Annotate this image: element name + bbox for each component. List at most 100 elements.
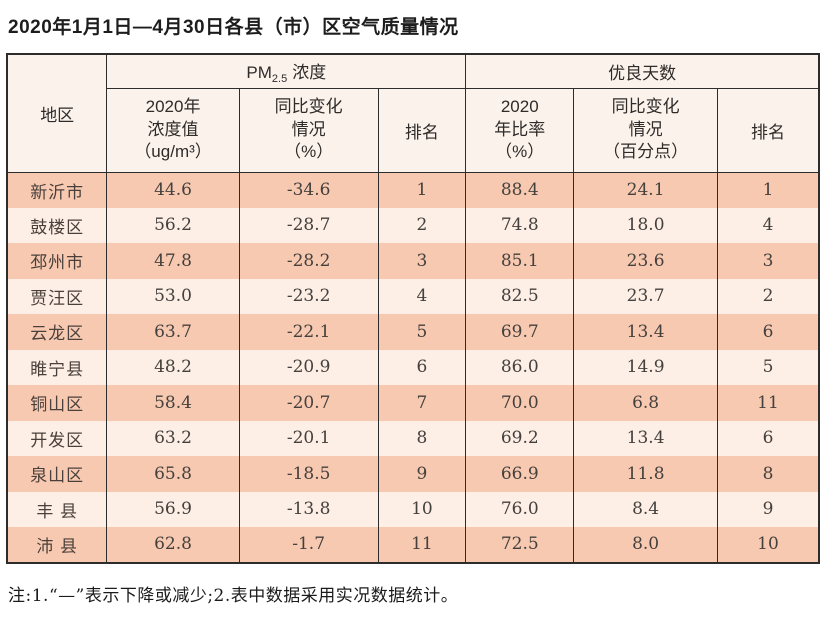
region-cell: 睢宁县 [6,349,108,385]
pm-change-cell: -23.2 [238,278,379,314]
pm-change-cell: -28.7 [238,207,379,243]
table-body: 新沂市 44.6 -34.6 1 88.4 24.1 1 鼓楼区 56.2 -2… [6,172,820,563]
pm-change-cell: -18.5 [238,456,379,492]
header-pm-change: 同比变化 情况 （%） [238,88,379,173]
pm-value-cell: 44.6 [106,172,240,208]
region-cell: 新沂市 [6,172,108,208]
pm-rank-cell: 4 [377,278,467,314]
pm-value-cell: 48.2 [106,349,240,385]
pm-value-cell: 58.4 [106,385,240,421]
air-quality-table: 地区 PM2.5 浓度 优良天数 2020年 浓度值 （ug/m³） 同比变化 情… [6,53,820,564]
table-row: 鼓楼区 56.2 -28.7 2 74.8 18.0 4 [6,207,820,243]
pm-rank-cell: 1 [377,172,467,208]
ratio-change-cell: 8.4 [573,491,718,527]
pm-change-cell: -20.7 [238,385,379,421]
header-ratio-rank: 排名 [716,88,820,173]
ratio-cell: 70.0 [465,385,575,421]
pm-value-cell: 63.7 [106,314,240,350]
region-cell: 贾汪区 [6,278,108,314]
pm-value-cell: 62.8 [106,527,240,563]
pm-rank-cell: 7 [377,385,467,421]
table-row: 丰 县 56.9 -13.8 10 76.0 8.4 9 [6,491,820,527]
ratio-rank-cell: 5 [716,349,820,385]
pm-value-cell: 56.2 [106,207,240,243]
ratio-change-cell: 14.9 [573,349,718,385]
region-cell: 泉山区 [6,456,108,492]
ratio-change-cell: 13.4 [573,420,718,456]
ratio-change-cell: 6.8 [573,385,718,421]
pm-rank-cell: 2 [377,207,467,243]
table-row: 邳州市 47.8 -28.2 3 85.1 23.6 3 [6,243,820,279]
header-region: 地区 [6,54,108,173]
ratio-change-cell: 11.8 [573,456,718,492]
ratio-rank-cell: 8 [716,456,820,492]
pm25-label-prefix: PM [246,62,272,82]
pm-value-cell: 65.8 [106,456,240,492]
ratio-change-cell: 24.1 [573,172,718,208]
ratio-change-cell: 13.4 [573,314,718,350]
pm-rank-cell: 10 [377,491,467,527]
ratio-change-cell: 18.0 [573,207,718,243]
footnote: 注:1.“—”表示下降或减少;2.表中数据采用实况数据统计。 [8,585,459,606]
pm-change-cell: -20.1 [238,420,379,456]
ratio-change-cell: 8.0 [573,527,718,563]
ratio-change-cell: 23.7 [573,278,718,314]
pm-rank-cell: 9 [377,456,467,492]
ratio-cell: 85.1 [465,243,575,279]
table-header: 地区 PM2.5 浓度 优良天数 2020年 浓度值 （ug/m³） 同比变化 情… [6,54,820,173]
header-ratio-change: 同比变化 情况 （百分点） [573,88,718,173]
table-row: 贾汪区 53.0 -23.2 4 82.5 23.7 2 [6,278,820,314]
region-cell: 云龙区 [6,314,108,350]
pm-change-cell: -34.6 [238,172,379,208]
ratio-cell: 74.8 [465,207,575,243]
ratio-rank-cell: 1 [716,172,820,208]
ratio-cell: 66.9 [465,456,575,492]
ratio-rank-cell: 11 [716,385,820,421]
ratio-rank-cell: 9 [716,491,820,527]
pm-value-cell: 56.9 [106,491,240,527]
ratio-rank-cell: 6 [716,314,820,350]
pm-rank-cell: 6 [377,349,467,385]
pm-change-cell: -1.7 [238,527,379,563]
region-cell: 开发区 [6,420,108,456]
table-row: 新沂市 44.6 -34.6 1 88.4 24.1 1 [6,172,820,208]
header-pm-rank: 排名 [377,88,467,173]
pm-change-cell: -20.9 [238,349,379,385]
page-title: 2020年1月1日—4月30日各县（市）区空气质量情况 [8,17,459,38]
table-row: 沛 县 62.8 -1.7 11 72.5 8.0 10 [6,527,820,563]
ratio-rank-cell: 2 [716,278,820,314]
pm-rank-cell: 5 [377,314,467,350]
header-ratio: 2020 年比率 （%） [465,88,575,173]
ratio-cell: 72.5 [465,527,575,563]
ratio-rank-cell: 4 [716,207,820,243]
pm-value-cell: 47.8 [106,243,240,279]
pm25-label-subscript: 2.5 [271,72,288,85]
pm25-label-suffix: 浓度 [292,62,327,82]
ratio-cell: 86.0 [465,349,575,385]
header-group-row: 地区 PM2.5 浓度 优良天数 [6,54,820,173]
table-row: 睢宁县 48.2 -20.9 6 86.0 14.9 5 [6,349,820,385]
region-cell: 鼓楼区 [6,207,108,243]
ratio-rank-cell: 6 [716,420,820,456]
pm-rank-cell: 3 [377,243,467,279]
pm-value-cell: 63.2 [106,420,240,456]
header-detail-row: 2020年 浓度值 （ug/m³） 同比变化 情况 （%） 排名 2020 年比… [7,88,820,173]
pm-change-cell: -13.8 [238,491,379,527]
ratio-change-cell: 23.6 [573,243,718,279]
table-row: 云龙区 63.7 -22.1 5 69.7 13.4 6 [6,314,820,350]
pm-rank-cell: 8 [377,420,467,456]
table-row: 开发区 63.2 -20.1 8 69.2 13.4 6 [6,420,820,456]
table-row: 铜山区 58.4 -20.7 7 70.0 6.8 11 [6,385,820,421]
region-cell: 沛 县 [6,527,108,563]
header-pm-value: 2020年 浓度值 （ug/m³） [106,88,240,173]
region-cell: 丰 县 [6,491,108,527]
ratio-cell: 69.7 [465,314,575,350]
header-good-days-group: 优良天数 [465,54,820,89]
header-pm25-group: PM2.5 浓度 [106,54,467,89]
ratio-rank-cell: 10 [716,527,820,563]
ratio-cell: 76.0 [465,491,575,527]
region-cell: 邳州市 [6,243,108,279]
pm-change-cell: -22.1 [238,314,379,350]
ratio-cell: 69.2 [465,420,575,456]
pm-change-cell: -28.2 [238,243,379,279]
